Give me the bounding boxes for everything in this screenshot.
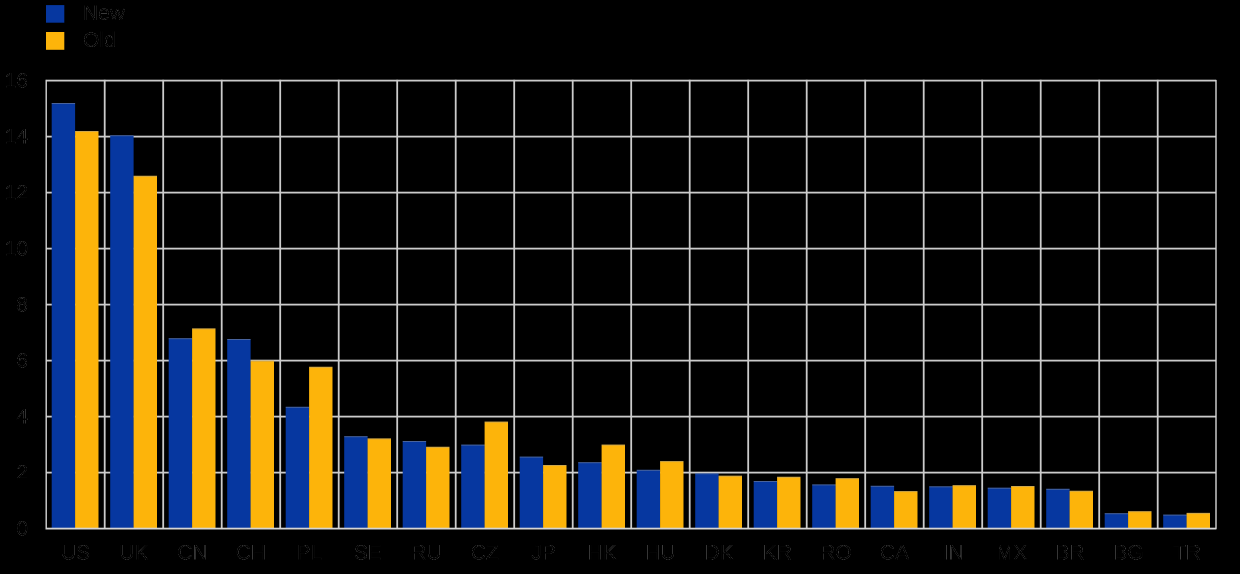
svg-text:RO: RO	[820, 542, 852, 565]
svg-text:US: US	[61, 542, 90, 565]
svg-text:HK: HK	[587, 542, 616, 565]
svg-text:HU: HU	[645, 542, 675, 565]
svg-text:DK: DK	[704, 542, 733, 565]
svg-text:0: 0	[16, 518, 28, 541]
svg-text:CZ: CZ	[471, 542, 499, 565]
svg-text:New: New	[83, 2, 126, 25]
svg-text:UK: UK	[119, 542, 148, 565]
svg-text:TR: TR	[1173, 542, 1201, 565]
svg-text:6: 6	[16, 350, 28, 373]
svg-text:4: 4	[16, 406, 28, 429]
svg-text:RU: RU	[411, 542, 441, 565]
svg-text:PL: PL	[297, 542, 323, 565]
svg-text:8: 8	[16, 294, 28, 317]
svg-text:Old: Old	[83, 29, 116, 52]
svg-text:JP: JP	[531, 542, 556, 565]
svg-text:12: 12	[5, 182, 28, 205]
svg-text:CN: CN	[177, 542, 207, 565]
svg-text:CH: CH	[236, 542, 266, 565]
svg-text:BR: BR	[1055, 542, 1084, 565]
svg-text:CA: CA	[880, 542, 909, 565]
svg-text:SE: SE	[354, 542, 382, 565]
svg-text:2: 2	[16, 462, 28, 485]
svg-text:MX: MX	[996, 542, 1028, 565]
svg-text:14: 14	[5, 126, 29, 149]
svg-text:BG: BG	[1113, 542, 1143, 565]
svg-text:IN: IN	[943, 542, 964, 565]
svg-text:16: 16	[5, 70, 28, 93]
svg-text:10: 10	[5, 238, 28, 261]
svg-text:KR: KR	[763, 542, 792, 565]
